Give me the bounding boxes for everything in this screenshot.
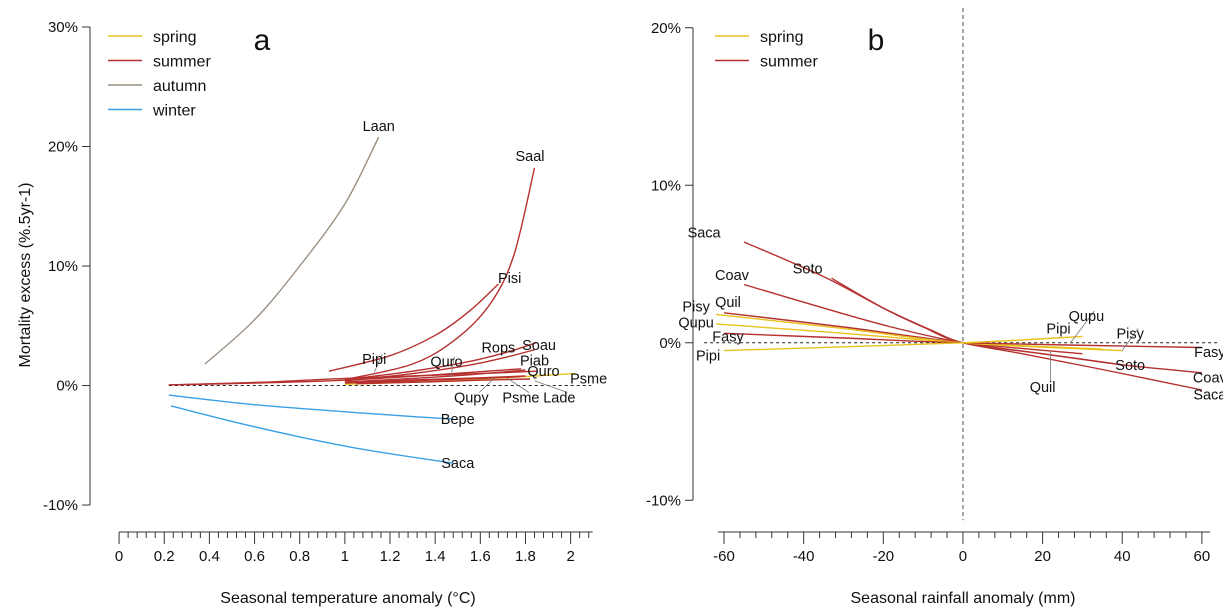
x-tick-label: -20	[872, 548, 894, 565]
series-label-fasy: Fasy	[712, 329, 744, 345]
y-tick-label: 30%	[48, 19, 78, 36]
series-label-lade: Lade	[543, 390, 575, 406]
series-line-fasy-summer	[723, 332, 1202, 349]
x-tick-label: 0.8	[289, 548, 310, 565]
series-label-saca: Saca	[441, 456, 475, 472]
panel-label-b: b	[868, 24, 885, 57]
x-axis-title: Seasonal temperature anomaly (°C)	[220, 590, 475, 607]
series-label-psme: Psme	[502, 390, 539, 406]
y-tick-label: 20%	[48, 139, 78, 156]
series-label-pisy: Pisy	[1117, 326, 1145, 342]
y-tick-label: 0%	[56, 378, 78, 395]
series-label-pisi: Pisi	[498, 271, 521, 287]
series-line-saca-winter	[170, 405, 454, 464]
y-tick-label: -10%	[43, 497, 78, 514]
series-label-qupu: Qupu	[678, 315, 713, 331]
series-label-psme: Psme	[570, 371, 607, 387]
series-label-bepe: Bepe	[441, 412, 475, 428]
series-label-quil: Quil	[1030, 380, 1056, 396]
series-line-pipi-spring	[723, 335, 1083, 352]
series-label-saca: Saca	[1193, 388, 1223, 404]
x-tick-label: 60	[1194, 548, 1211, 565]
series-label-quil: Quil	[715, 295, 741, 311]
panel-a-temperature-chart: -10% 0% 10% 20% 30% 0 0.2 0.4 0.6 0.8 1 1.2 1.4 1.6 1.…	[17, 19, 607, 607]
series-line-lade-summer	[356, 378, 531, 385]
series-label-coav: Coav	[715, 268, 750, 284]
y-tick-label: 0%	[659, 335, 681, 352]
y-tick-label: 20%	[651, 20, 681, 37]
series-line-saal-summer	[344, 167, 536, 381]
series-label-saal: Saal	[515, 149, 544, 165]
series-line-pipi-summer	[168, 370, 537, 386]
label-leader-pipi	[373, 354, 383, 373]
x-tick-label: 0	[959, 548, 967, 565]
y-tick-label: -10%	[646, 492, 681, 509]
series-label-pipi: Pipi	[696, 348, 720, 364]
x-axis-title: Seasonal rainfall anomaly (mm)	[851, 590, 1076, 607]
y-axis-title: Mortality excess (%.5yr-1)	[17, 183, 34, 368]
series-label-coav: Coav	[1193, 370, 1223, 386]
series-label-soau: Soau	[522, 338, 556, 354]
legend-label-summer: summer	[760, 54, 818, 71]
series-label-qupu: Qupu	[1069, 309, 1104, 325]
legend-label-spring: spring	[153, 29, 197, 46]
series-line-quil-summer	[723, 312, 1083, 355]
x-tick-label: 0.4	[199, 548, 220, 565]
series-label-quro: Quro	[430, 355, 462, 371]
x-tick-label: 1.4	[425, 548, 446, 565]
x-tick-label: 1.2	[380, 548, 401, 565]
series-line-soto-summer	[831, 277, 1123, 366]
x-tick-label: 20	[1034, 548, 1051, 565]
legend-label-summer: summer	[153, 54, 211, 71]
series-line-psme-summer	[356, 375, 526, 383]
x-tick-label: 1.6	[470, 548, 491, 565]
series-label-fasy: Fasy	[1194, 345, 1223, 361]
series-label-soto: Soto	[793, 262, 823, 278]
x-tick-label: 1.8	[515, 548, 536, 565]
series-label-quro: Quro	[527, 364, 559, 380]
x-tick-label: 0.6	[244, 548, 265, 565]
legend-label-winter: winter	[152, 103, 196, 120]
series-label-qupy: Qupy	[454, 390, 489, 406]
series-label-pipi: Pipi	[1046, 322, 1070, 338]
panel-label-a: a	[254, 24, 271, 57]
series-label-soto: Soto	[1115, 358, 1145, 374]
label-leader-quro	[450, 356, 455, 378]
x-tick-label: 0.2	[154, 548, 175, 565]
series-line-qupu-spring	[715, 323, 1103, 350]
x-tick-label: 40	[1114, 548, 1131, 565]
series-line-rops-summer	[344, 341, 538, 381]
x-tick-label: -60	[713, 548, 735, 565]
series-line-pisi-summer	[328, 283, 499, 372]
series-label-rops: Rops	[481, 340, 515, 356]
label-leader-psme	[507, 378, 530, 393]
series-label-saca: Saca	[688, 226, 722, 242]
label-leader-qupu	[1070, 310, 1095, 343]
label-leader-lade	[534, 380, 568, 393]
series-label-pisy: Pisy	[682, 300, 710, 316]
panel-b-rainfall-chart: -10% 0% 10% 20% -60 -40 -20 0 20 40 60 Saca Soto Coav…	[646, 8, 1223, 607]
series-label-pipi: Pipi	[362, 352, 386, 368]
series-label-laan: Laan	[363, 119, 395, 135]
series-line-laan-autumn	[204, 136, 380, 365]
y-tick-label: 10%	[48, 258, 78, 275]
legend-label-spring: spring	[760, 29, 804, 46]
legend-label-autumn: autumn	[153, 78, 206, 95]
series-label-piab: Piab	[520, 353, 549, 369]
x-tick-label: -40	[793, 548, 815, 565]
x-tick-label: 0	[115, 548, 123, 565]
series-line-bepe-winter	[168, 394, 454, 420]
x-tick-label: 2	[566, 548, 574, 565]
label-leader-qupy	[479, 378, 495, 393]
x-tick-label: 1	[341, 548, 349, 565]
y-tick-label: 10%	[651, 177, 681, 194]
label-leader-pisy	[1121, 328, 1139, 351]
